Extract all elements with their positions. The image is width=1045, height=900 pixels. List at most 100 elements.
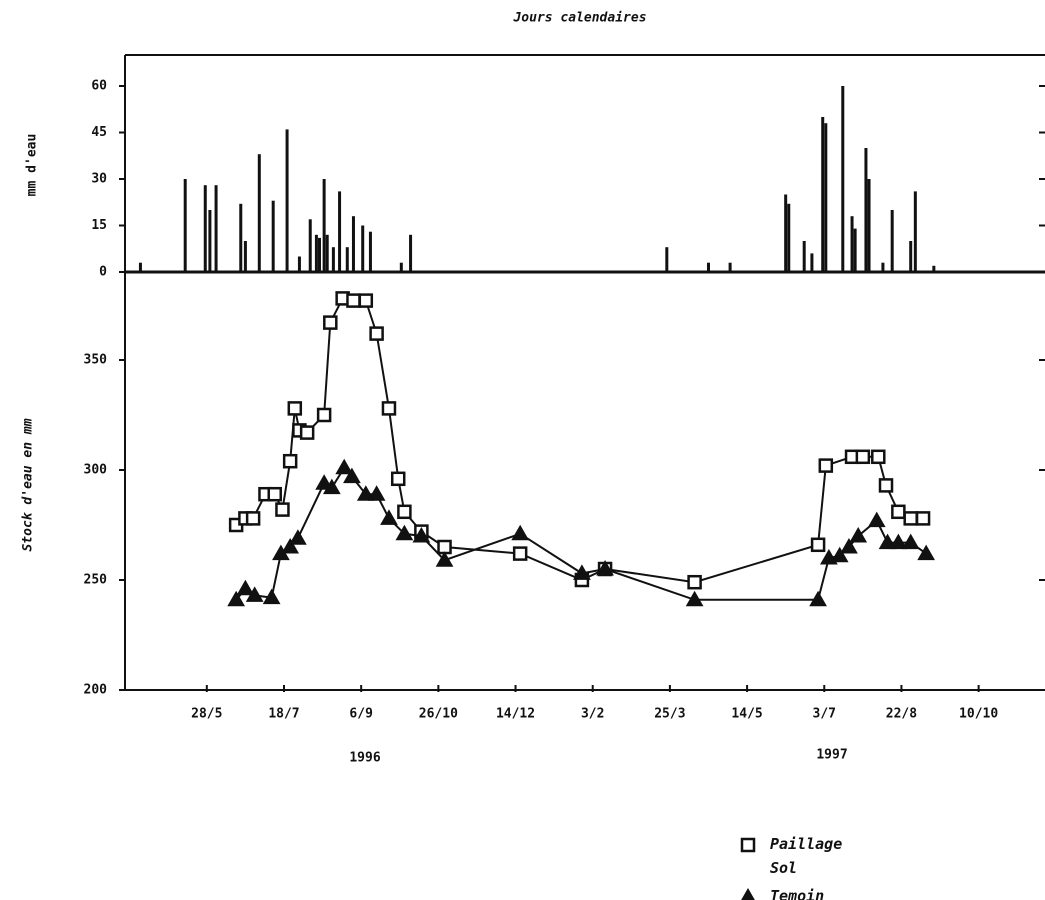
point-marker [849,526,868,543]
point-marker [596,559,614,576]
chart: Jours calendaires mm d'eau Stock d'eau e… [21,11,1045,766]
point-marker [343,467,361,484]
point-marker [281,537,300,554]
y-axis-label: Stock d'eau en mm [21,418,36,551]
point-marker [871,449,886,465]
y-tick-label: 300 [84,463,108,478]
bar [864,148,868,272]
x-tick-label: 6/9 [349,707,372,722]
x-tick-label: 22/8 [886,707,917,722]
bar [932,265,936,272]
legend-marker [741,887,755,900]
point-marker [346,293,361,308]
x-tick-label: 18/7 [268,707,299,722]
point-marker [322,478,341,495]
y-axis-label: mm d'eau [25,134,40,197]
legend-label: Temoin [770,887,825,900]
x-tick-label: 28/5 [191,707,222,722]
point-marker [367,485,386,501]
x-tick-label: 14/5 [731,707,762,722]
bar [361,225,365,272]
bar [368,231,372,272]
point-marker [810,537,826,553]
bar [909,241,913,272]
point-marker [262,588,281,605]
bar [351,216,355,272]
point-marker [390,471,406,487]
bar [297,256,301,272]
point-marker [512,546,528,561]
point-marker [889,533,908,550]
bar [728,262,732,272]
x-tick-label: 3/2 [581,707,604,722]
x-tick-label: 3/7 [813,707,836,722]
legend-swatch [741,887,755,900]
point-marker [917,544,936,561]
bar [325,234,329,272]
point-marker [287,401,303,416]
x-tick-label: 10/10 [959,707,998,722]
legend-label: Paillage Sol [770,835,843,877]
bar [257,154,261,272]
point-marker [573,564,591,580]
bar [867,179,871,272]
legend-item: Temoin [738,884,870,900]
bar [138,262,142,272]
point-marker [891,504,906,520]
point-marker [830,546,849,563]
bar [214,185,218,272]
point-marker [809,590,827,607]
point-marker [435,551,454,567]
point-marker [867,511,886,528]
bar [824,123,828,272]
bar [271,200,275,272]
bar [345,247,349,272]
point-marker [282,453,298,469]
point-marker [855,449,871,465]
bar [317,237,321,272]
bar [338,191,342,272]
point-marker [275,502,290,517]
bar [841,86,845,272]
point-marker [901,533,920,550]
bar [881,262,885,272]
bar [890,210,894,272]
point-marker [356,485,375,501]
bar [331,247,335,272]
bar [239,203,243,272]
chart-title: Jours calendaires [512,11,646,26]
y-tick-label: 15 [91,218,107,233]
point-marker [685,590,704,607]
year-label: 1997 [816,748,847,763]
point-marker [903,511,918,526]
y-tick-label: 0 [99,265,107,280]
point-marker [412,526,431,543]
point-marker [358,293,374,308]
bar [810,253,814,272]
bar [314,234,318,272]
point-marker [878,533,897,550]
point-marker [818,458,834,473]
point-marker [687,574,702,590]
bar [322,179,326,272]
bar [665,247,669,272]
bar [706,262,710,272]
point-marker [245,586,264,602]
point-marker [381,401,397,416]
bar [913,191,917,272]
point-marker [878,478,894,493]
point-marker [299,425,315,440]
point-marker [840,537,858,554]
bar [850,216,854,272]
legend-marker [740,837,756,853]
x-tick-label: 25/3 [654,707,685,722]
point-marker [316,407,332,423]
x-tick-label: 14/12 [496,707,535,722]
point-marker [245,511,261,526]
point-marker [323,315,338,330]
y-tick-label: 30 [91,172,107,187]
point-marker [397,504,412,520]
bar [853,228,857,272]
bar [285,129,289,272]
